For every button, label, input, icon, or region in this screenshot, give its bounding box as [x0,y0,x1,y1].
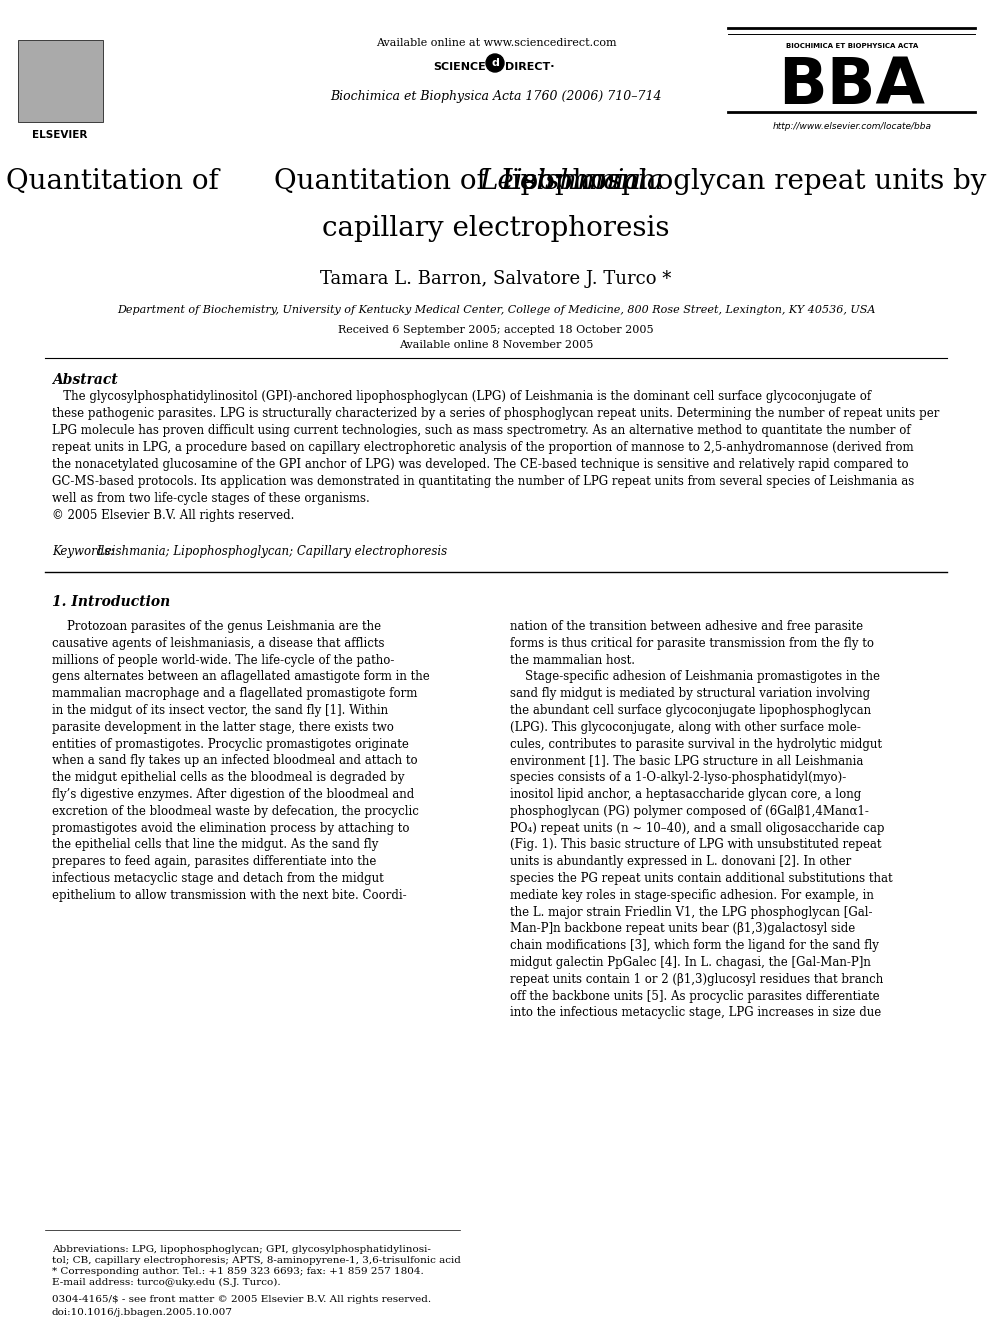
Bar [18,40,103,122]
Text: BBA: BBA [779,56,926,116]
Text: The glycosylphosphatidylinositol (GPI)-anchored lipophosphoglycan (LPG) of Leish: The glycosylphosphatidylinositol (GPI)-a… [52,390,939,523]
Text: Keywords:: Keywords: [52,545,118,558]
Text: Available online at www.sciencedirect.com: Available online at www.sciencedirect.co… [376,38,616,48]
Text: Leishmania; Lipophosphoglycan; Capillary electrophoresis: Leishmania; Lipophosphoglycan; Capillary… [52,545,447,558]
Text: Received 6 September 2005; accepted 18 October 2005: Received 6 September 2005; accepted 18 O… [338,325,654,335]
Text: http://www.elsevier.com/locate/bba: http://www.elsevier.com/locate/bba [773,122,931,131]
Text: Abbreviations: LPG, lipophosphoglycan; GPI, glycosylphosphatidylinosi-
tol; CB, : Abbreviations: LPG, lipophosphoglycan; G… [52,1245,461,1287]
Text: Department of Biochemistry, University of Kentucky Medical Center, College of Me: Department of Biochemistry, University o… [117,306,875,315]
Text: Protozoan parasites of the genus Leishmania are the
causative agents of leishman: Protozoan parasites of the genus Leishma… [52,620,430,902]
Text: Biochimica et Biophysica Acta 1760 (2006) 710–714: Biochimica et Biophysica Acta 1760 (2006… [330,90,662,103]
Text: ELSEVIER: ELSEVIER [33,130,87,140]
Text: Leishmania: Leishmania [496,168,669,194]
Text: doi:10.1016/j.bbagen.2005.10.007: doi:10.1016/j.bbagen.2005.10.007 [52,1308,233,1316]
Text: nation of the transition between adhesive and free parasite
forms is thus critic: nation of the transition between adhesiv… [510,620,893,1020]
Text: Quantitation of: Quantitation of [274,168,496,194]
Text: Quantitation of                                lipophosphoglycan repeat units by: Quantitation of lipophosphoglycan repeat… [6,168,986,194]
Bar [18,40,103,122]
Text: 1. Introduction: 1. Introduction [52,595,171,609]
Text: Abstract: Abstract [52,373,118,388]
Text: capillary electrophoresis: capillary electrophoresis [322,216,670,242]
Text: d: d [491,58,499,67]
Text: BIOCHIMICA ET BIOPHYSICA ACTA: BIOCHIMICA ET BIOPHYSICA ACTA [786,44,919,49]
Text: Tamara L. Barron, Salvatore J. Turco *: Tamara L. Barron, Salvatore J. Turco * [320,270,672,288]
Text: 0304-4165/$ - see front matter © 2005 Elsevier B.V. All rights reserved.: 0304-4165/$ - see front matter © 2005 El… [52,1295,432,1304]
Text: Available online 8 November 2005: Available online 8 November 2005 [399,340,593,351]
Circle shape [486,54,504,71]
Text: DIRECT·: DIRECT· [505,62,555,71]
Text: Leishmania: Leishmania [479,168,641,194]
Text: SCIENCE: SCIENCE [434,62,486,71]
